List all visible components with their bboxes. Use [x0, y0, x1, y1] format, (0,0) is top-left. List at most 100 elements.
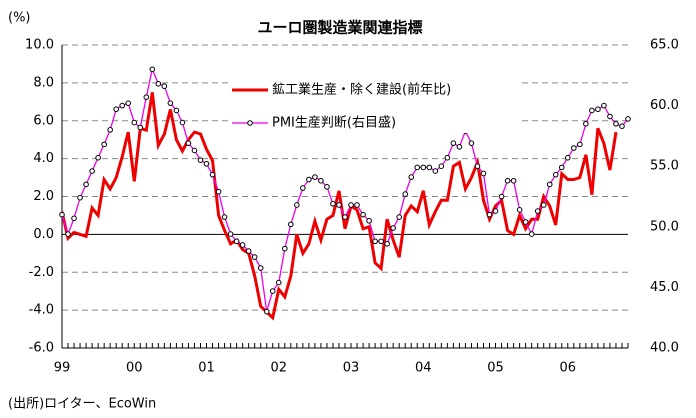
point-marker — [390, 225, 396, 231]
y2-tick-label: 45.0 — [650, 280, 679, 295]
point-marker — [233, 238, 240, 245]
point-marker — [300, 185, 306, 191]
point-marker — [101, 141, 107, 148]
point-marker — [324, 184, 330, 190]
series-line — [60, 92, 618, 321]
point-marker — [294, 202, 300, 208]
point-marker — [595, 106, 601, 113]
y-tick-label: 10.0 — [25, 38, 54, 53]
point-marker — [420, 164, 427, 171]
point-marker — [318, 177, 324, 184]
point-marker — [468, 140, 475, 146]
point-marker — [402, 191, 409, 197]
point-marker — [143, 94, 150, 100]
x-tick-label: 06 — [560, 361, 577, 376]
point-marker — [221, 214, 228, 220]
point-marker — [528, 231, 535, 237]
legend-label: 鉱工業生産・除く建設(前年比) — [272, 82, 451, 98]
y2-tick-label: 50.0 — [650, 219, 679, 234]
point-marker — [540, 202, 547, 208]
point-marker — [354, 202, 360, 208]
point-marker — [203, 160, 210, 167]
point-marker — [107, 127, 113, 133]
point-marker — [336, 202, 342, 208]
point-marker — [131, 119, 138, 126]
y2-tick-label: 60.0 — [650, 98, 679, 113]
chart-title: ユーロ圏製造業関連指標 — [257, 19, 422, 37]
point-marker — [155, 80, 162, 87]
point-marker — [197, 157, 204, 163]
point-marker — [474, 163, 481, 169]
point-marker — [607, 113, 613, 120]
point-marker — [546, 181, 553, 188]
point-marker — [83, 181, 89, 188]
point-marker — [384, 240, 390, 247]
point-marker — [65, 231, 71, 237]
point-marker — [275, 279, 282, 286]
point-marker — [372, 238, 378, 245]
y2-tick-label: 40.0 — [650, 341, 679, 356]
point-marker — [342, 214, 348, 220]
point-marker — [589, 107, 595, 114]
point-marker — [486, 211, 493, 218]
point-marker — [480, 170, 487, 177]
y-unit-label: (%) — [8, 11, 31, 26]
point-marker — [583, 120, 589, 127]
point-marker — [179, 119, 186, 126]
x-tick-label: 99 — [54, 361, 71, 376]
y-tick-label: 4.0 — [33, 151, 54, 166]
point-marker — [516, 207, 523, 213]
point-marker — [312, 174, 318, 180]
point-marker — [288, 221, 294, 228]
point-marker — [426, 164, 433, 171]
point-marker — [534, 208, 541, 214]
point-marker — [251, 254, 258, 260]
point-marker — [601, 102, 607, 109]
point-marker — [613, 120, 619, 127]
legend-marker — [247, 120, 253, 126]
point-marker — [432, 168, 439, 174]
x-tick-label: 03 — [343, 361, 360, 376]
point-marker — [378, 238, 384, 245]
point-marker — [119, 102, 126, 109]
x-tick-label: 04 — [415, 361, 432, 376]
point-marker — [257, 265, 264, 271]
y2-tick-label: 65.0 — [650, 38, 679, 53]
point-marker — [95, 154, 101, 161]
point-marker — [510, 177, 517, 184]
point-marker — [450, 140, 457, 146]
point-marker — [59, 211, 65, 218]
y-tick-label: 6.0 — [33, 113, 54, 128]
point-marker — [239, 242, 246, 248]
point-marker — [360, 211, 366, 218]
point-marker — [149, 66, 156, 73]
point-marker — [263, 308, 270, 315]
point-marker — [396, 214, 402, 220]
x-tick-label: 01 — [198, 361, 215, 376]
point-marker — [625, 116, 631, 122]
point-marker — [71, 215, 77, 222]
point-marker — [348, 202, 354, 208]
point-marker — [185, 140, 192, 146]
point-marker — [161, 83, 168, 90]
point-marker — [571, 145, 577, 151]
point-marker — [552, 171, 559, 178]
x-tick-label: 02 — [270, 361, 287, 376]
series-line — [61, 67, 629, 312]
point-marker — [191, 147, 198, 154]
point-marker — [438, 163, 445, 169]
legend-label: PMI生産判断(右目盛) — [272, 115, 396, 131]
x-tick-label: 05 — [487, 361, 504, 376]
point-marker — [414, 164, 421, 171]
point-marker — [456, 144, 463, 150]
point-marker — [306, 176, 312, 183]
point-marker — [504, 177, 511, 184]
point-marker — [281, 245, 288, 252]
point-marker — [167, 100, 174, 106]
point-marker — [89, 168, 95, 174]
point-marker — [492, 208, 499, 214]
point-marker — [227, 231, 234, 237]
y-tick-label: -4.0 — [29, 303, 54, 318]
legend-bg — [228, 80, 518, 100]
